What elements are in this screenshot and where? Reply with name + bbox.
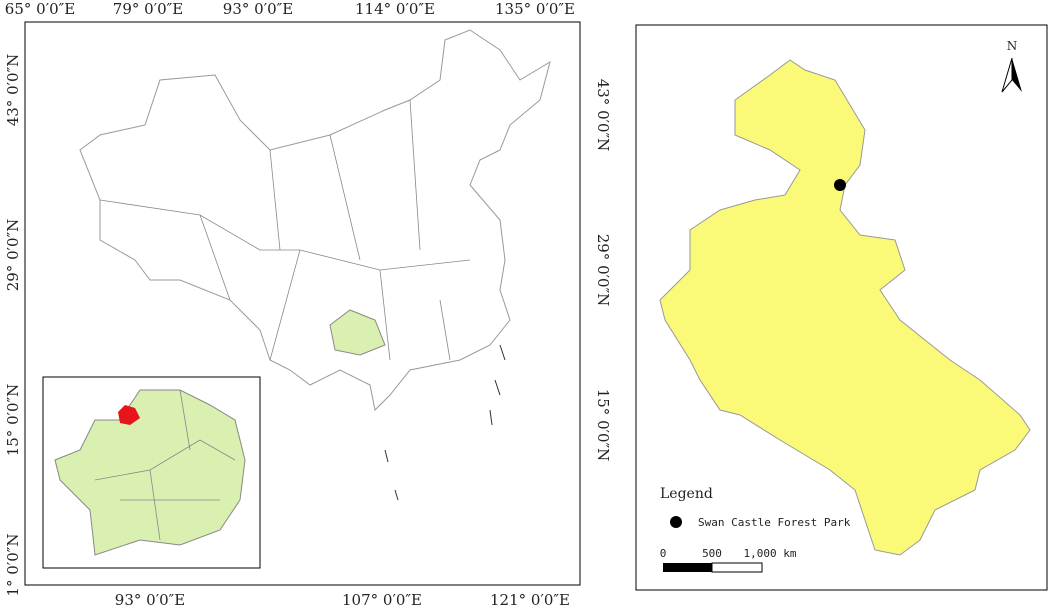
lon-label: 121° 0′0″E — [490, 591, 570, 609]
lat-label: 29° 0′0″N — [4, 219, 22, 292]
lon-label: 114° 0′0″E — [355, 0, 435, 18]
lon-label: 107° 0′0″E — [342, 591, 422, 609]
scale-label: 1,000 km — [744, 547, 797, 560]
legend-symbol — [670, 516, 682, 528]
north-arrow — [1012, 58, 1022, 92]
lat-label: 15° 0′0″N — [4, 384, 22, 457]
lon-label: 79° 0′0″E — [113, 0, 183, 18]
lat-label: 15° 0′0″N — [594, 389, 612, 462]
province-borders — [99, 99, 471, 361]
lon-label: 135° 0′0″E — [495, 0, 575, 18]
lon-label: 93° 0′0″E — [115, 591, 185, 609]
scale-label: 0 — [660, 547, 667, 560]
scale-label: 500 — [702, 547, 722, 560]
park-point — [834, 179, 846, 191]
islands — [384, 344, 506, 501]
lon-label: 93° 0′0″E — [223, 0, 293, 18]
scale-bar — [663, 563, 712, 572]
north-label: N — [1007, 39, 1018, 53]
guizhou — [329, 309, 386, 356]
lat-label: 43° 0′0″N — [4, 54, 22, 127]
lon-label: 65° 0′0″E — [5, 0, 75, 18]
scale-bar — [711, 562, 763, 573]
lat-label: 29° 0′0″N — [594, 234, 612, 307]
lat-label: 1° 0′0″N — [4, 533, 22, 596]
lat-label: 43° 0′0″N — [594, 79, 612, 152]
legend-title: Legend — [660, 486, 713, 502]
study-area-inset — [118, 405, 140, 425]
legend-label: Swan Castle Forest Park — [698, 516, 851, 529]
inset-borders — [94, 389, 236, 541]
